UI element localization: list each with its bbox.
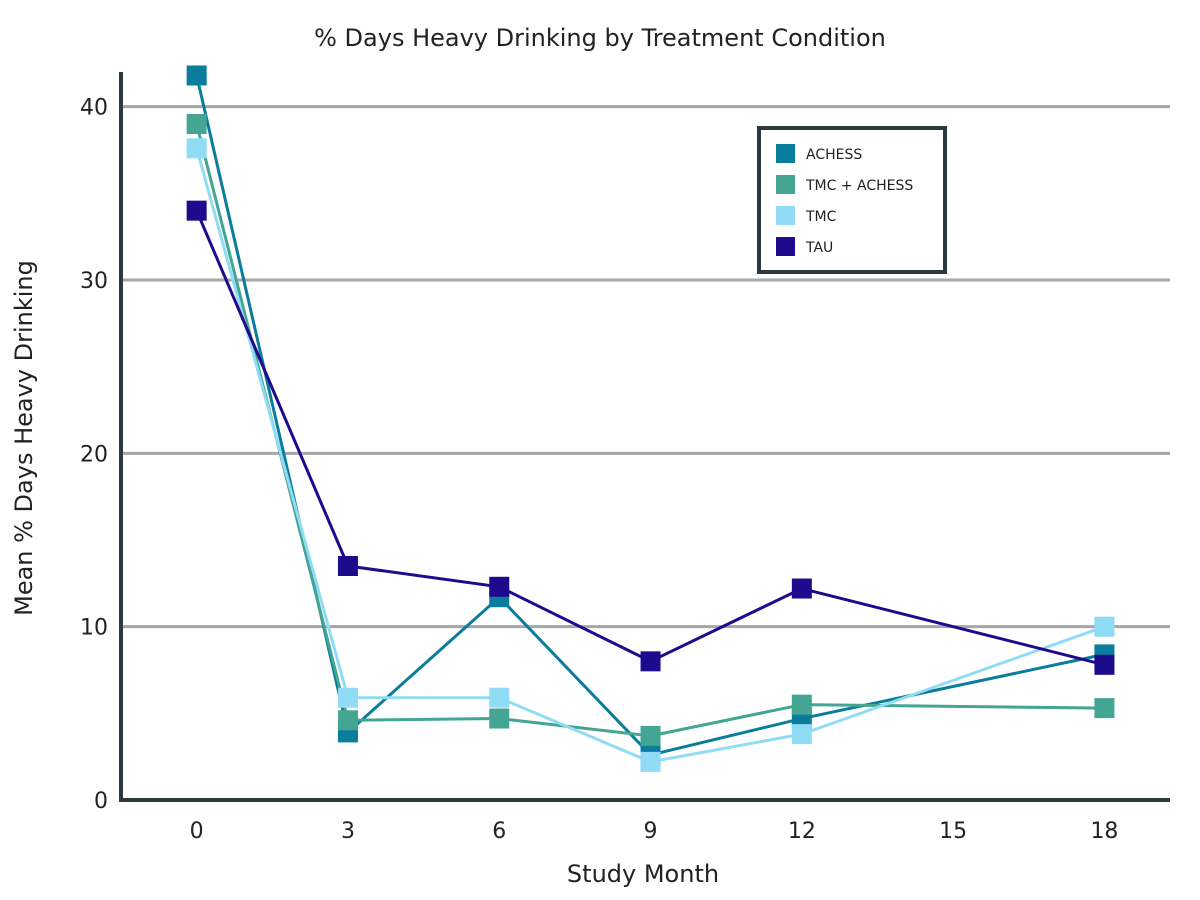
- data-point-tau: [337, 556, 358, 576]
- y-tick-label: 10: [80, 616, 108, 641]
- grid: [121, 105, 1170, 629]
- y-tick-label: 40: [80, 96, 108, 121]
- tick-labels: 0 10 20 30 40 0 3 6 9 12 15 18: [80, 96, 1118, 844]
- legend-swatch-tmc-achess: [776, 175, 795, 194]
- data-point-tau: [640, 651, 661, 672]
- legend-swatch-tau: [776, 237, 795, 256]
- legend-label-achess: ACHESS: [806, 147, 862, 163]
- series-line-tau: [195, 210, 1105, 667]
- series-tmc: [186, 138, 1115, 772]
- data-point-tmc: [186, 138, 207, 159]
- data-point-tmc-achess: [1094, 698, 1115, 719]
- x-tick-label: 3: [341, 819, 355, 844]
- series-layer: [186, 65, 1115, 772]
- x-tick-label: 9: [644, 819, 658, 844]
- data-point-tau: [186, 200, 207, 221]
- x-tick-label: 12: [788, 819, 816, 844]
- legend-swatch-tmc: [776, 206, 795, 225]
- data-point-tmc-achess: [640, 725, 661, 746]
- x-tick-label: 18: [1090, 819, 1118, 844]
- data-point-tmc-achess: [337, 710, 358, 731]
- chart-title: % Days Heavy Drinking by Treatment Condi…: [314, 24, 886, 52]
- data-point-tau: [791, 578, 812, 599]
- x-tick-label: 15: [939, 819, 967, 844]
- y-axis-label: Mean % Days Heavy Drinking: [10, 260, 38, 616]
- data-point-tmc-achess: [489, 708, 510, 729]
- data-point-tmc: [791, 724, 812, 745]
- x-tick-label: 6: [492, 819, 506, 844]
- legend-label-tau: TAU: [805, 240, 833, 256]
- series-tmc-achess: [186, 114, 1115, 746]
- y-tick-label: 30: [80, 269, 108, 294]
- data-point-tmc: [1094, 616, 1115, 637]
- series-tau: [186, 200, 1115, 675]
- legend-label-tmc: TMC: [805, 209, 837, 225]
- series-line-tmc: [195, 147, 1105, 764]
- legend-label-tmc-achess: TMC + ACHESS: [805, 178, 913, 194]
- legend-swatch-achess: [776, 144, 795, 163]
- axes: [119, 72, 1170, 802]
- y-tick-label: 0: [94, 789, 108, 814]
- legend: ACHESS TMC + ACHESS TMC TAU: [757, 126, 947, 274]
- data-point-tmc-achess: [791, 694, 812, 715]
- data-point-tmc-achess: [186, 114, 207, 134]
- data-point-tmc: [640, 751, 661, 772]
- data-point-tmc: [489, 687, 510, 708]
- data-point-achess: [186, 65, 207, 86]
- x-axis-label: Study Month: [567, 860, 719, 888]
- y-tick-label: 20: [80, 442, 108, 467]
- x-tick-label: 0: [190, 819, 204, 844]
- data-point-tau: [1094, 654, 1115, 675]
- data-point-tmc: [337, 687, 358, 708]
- series-line-tmc-achess: [195, 123, 1105, 738]
- data-point-tau: [489, 576, 510, 597]
